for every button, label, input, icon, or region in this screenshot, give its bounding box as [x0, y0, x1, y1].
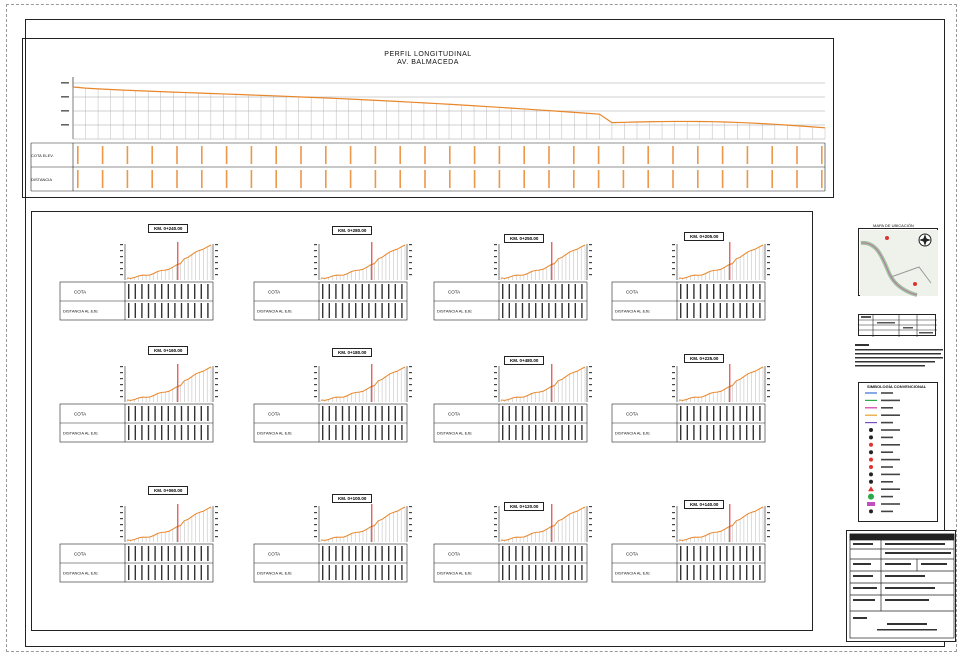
section-title: KM. 0+480.00 — [504, 356, 545, 365]
distancia-label: DISTANCIA AL EJE — [615, 431, 650, 436]
section-title: KM. 0+140.00 — [684, 500, 725, 509]
sheet-border — [25, 19, 945, 647]
general-notes — [855, 344, 943, 367]
distancia-label: DISTANCIA AL EJE — [257, 431, 292, 436]
section-title: KM. 0+240.00 — [148, 224, 189, 233]
section-title: KM. 0+225.00 — [684, 354, 725, 363]
distancia-label: DISTANCIA AL EJE — [437, 309, 472, 314]
cota-label: COTA — [268, 552, 280, 557]
section-title: KM. 0+250.00 — [504, 234, 545, 243]
title-block — [846, 530, 956, 642]
cota-label: COTA — [626, 412, 638, 417]
title-block-drawing — [849, 533, 955, 639]
section-title: KM. 0+180.00 — [332, 348, 373, 357]
cross-sections-drawing: COTA DISTANCIA AL EJE COTA DISTANCIA AL EJE… — [59, 242, 770, 583]
section-title: KM. 0+120.00 — [504, 502, 545, 511]
cota-label: COTA — [268, 290, 280, 295]
distancia-label: DISTANCIA AL EJE — [257, 571, 292, 576]
cota-label: COTA — [448, 552, 460, 557]
distancia-label: DISTANCIA AL EJE — [615, 571, 650, 576]
section-title: KM. 0+160.00 — [148, 346, 189, 355]
distancia-label: DISTANCIA AL EJE — [63, 309, 98, 314]
distancia-label: DISTANCIA AL EJE — [437, 431, 472, 436]
section-title: KM. 0+100.00 — [332, 494, 373, 503]
section-title: KM. 0+205.00 — [684, 232, 725, 241]
location-map: MAPA DE UBICACIÓN — [858, 223, 938, 297]
cota-label: COTA — [448, 412, 460, 417]
legend-panel: SIMBOLOGÍA CONVENCIONAL — [858, 382, 938, 522]
profile-drawing — [30, 77, 826, 192]
profile-subtitle: AV. BALMACEDA — [397, 59, 459, 66]
section-title: KM. 0+280.00 — [332, 226, 373, 235]
cota-label: COTA — [268, 412, 280, 417]
profile-row1-label: COTA ELEV. — [31, 153, 54, 158]
cross-sections-area: COTA DISTANCIA AL EJE COTA DISTANCIA AL EJE… — [31, 211, 813, 631]
legend-title: SIMBOLOGÍA CONVENCIONAL — [867, 384, 927, 389]
legend-drawing — [865, 392, 900, 514]
cota-label: COTA — [74, 290, 86, 295]
distancia-label: DISTANCIA AL EJE — [257, 309, 292, 314]
distancia-label: DISTANCIA AL EJE — [63, 431, 98, 436]
longitudinal-profile: PERFIL LONGITUDINAL AV. BALMACEDA COTA E… — [22, 38, 834, 198]
drawing-sheet — [6, 4, 957, 652]
location-map-title: MAPA DE UBICACIÓN — [873, 223, 914, 228]
section-title: KM. 0+060.00 — [148, 486, 189, 495]
distancia-label: DISTANCIA AL EJE — [437, 571, 472, 576]
cota-label: COTA — [448, 290, 460, 295]
distancia-label: DISTANCIA AL EJE — [63, 571, 98, 576]
cota-label: COTA — [74, 412, 86, 417]
data-table — [858, 314, 937, 337]
distancia-label: DISTANCIA AL EJE — [615, 309, 650, 314]
cota-label: COTA — [74, 552, 86, 557]
cota-label: COTA — [626, 552, 638, 557]
map-drawing — [860, 230, 938, 297]
cota-label: COTA — [626, 290, 638, 295]
profile-row2-label: DISTANCIA — [31, 177, 53, 182]
profile-title: PERFIL LONGITUDINAL — [384, 51, 472, 58]
